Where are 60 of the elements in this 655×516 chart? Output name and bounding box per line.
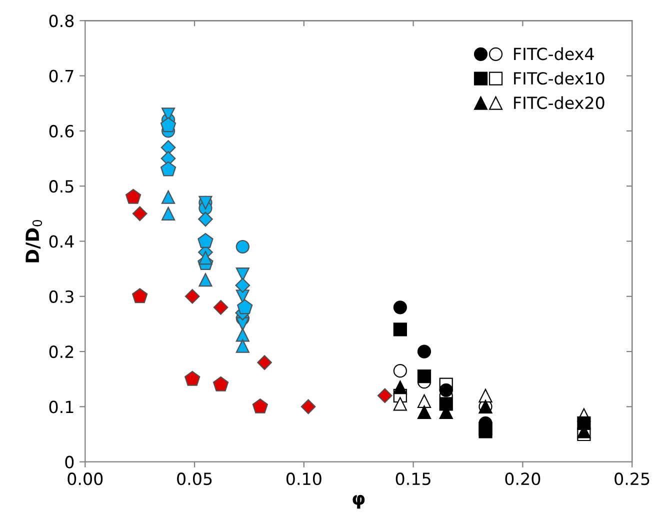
point — [236, 328, 250, 342]
legend-label: FITC-dex4 — [514, 47, 594, 60]
point — [160, 140, 176, 155]
point — [257, 355, 272, 370]
point — [478, 424, 492, 438]
point — [300, 399, 316, 414]
point — [252, 398, 268, 414]
x-tick-label: 0.00 — [68, 472, 103, 486]
x-tick-label: 0.15 — [396, 472, 430, 486]
y-tick-label: 0.6 — [49, 124, 74, 138]
point — [417, 370, 432, 384]
x-tick-label: 0.10 — [286, 472, 322, 486]
point — [377, 388, 392, 404]
point — [161, 206, 176, 220]
point — [393, 364, 407, 378]
point — [132, 288, 148, 304]
x-tick-label: 0.20 — [505, 472, 540, 486]
point — [577, 416, 591, 430]
point — [236, 240, 250, 254]
y-tick-label: 0.2 — [49, 345, 74, 358]
point — [125, 188, 142, 204]
y-tick-label: 0.1 — [49, 400, 74, 414]
point — [132, 206, 148, 222]
point — [393, 397, 407, 411]
point — [198, 212, 213, 227]
x-axis-title: φ — [352, 494, 365, 509]
x-tick-label: 0.05 — [177, 472, 212, 486]
point — [236, 268, 250, 282]
point — [417, 394, 432, 408]
point — [393, 380, 407, 394]
legend-label: FITC-dex20 — [514, 96, 604, 110]
y-tick-label: 0.7 — [49, 70, 74, 82]
y-tick-label: 0 — [65, 456, 74, 468]
point — [212, 376, 229, 392]
y-tick-label: 0.4 — [49, 235, 74, 248]
point — [213, 300, 228, 315]
x-tick-label: 0.25 — [614, 472, 650, 486]
point — [184, 288, 200, 304]
point — [478, 388, 492, 402]
point — [393, 322, 407, 336]
point — [160, 161, 176, 176]
y-axis-title: D/D$_{0}$ — [26, 220, 42, 262]
point — [237, 299, 253, 314]
point — [393, 300, 407, 314]
point — [236, 339, 250, 353]
point — [198, 233, 214, 248]
point — [160, 117, 176, 132]
point — [439, 383, 453, 397]
point — [417, 344, 432, 358]
y-tick-label: 0.3 — [49, 290, 74, 303]
y-tick-label: 0.5 — [49, 180, 74, 193]
point — [417, 405, 432, 419]
point — [161, 190, 176, 204]
point — [198, 273, 212, 287]
point — [439, 397, 453, 411]
y-tick-label: 0.8 — [49, 14, 74, 28]
point — [235, 278, 250, 293]
legend-label: FITC-dex10 — [514, 72, 604, 85]
point — [198, 250, 212, 265]
point — [184, 370, 200, 386]
